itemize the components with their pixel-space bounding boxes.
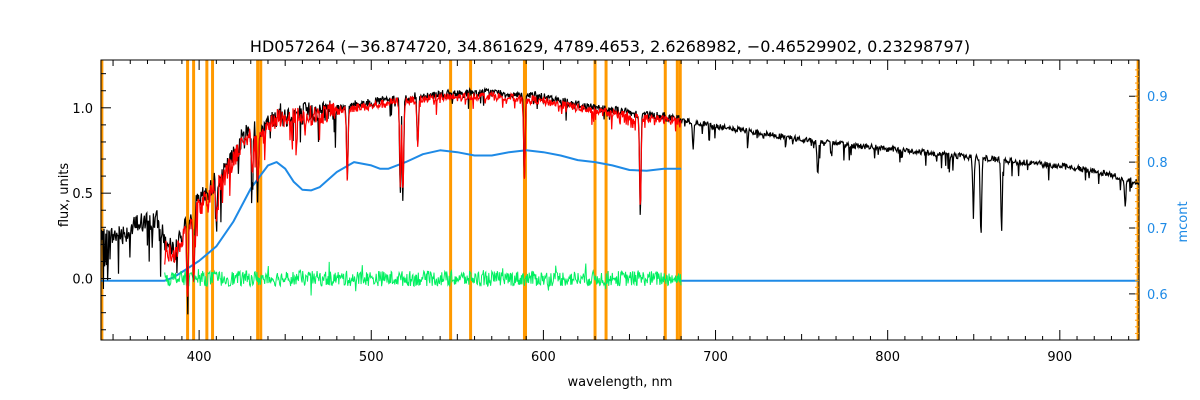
y2-tick-label-1: 0.7 <box>1147 222 1168 237</box>
x-axis-title: wavelength, nm <box>568 375 673 390</box>
residual-series <box>164 261 682 296</box>
continuum-series <box>101 149 1139 282</box>
y2-tick-label-0: 0.6 <box>1147 288 1168 303</box>
x-tick-label-4: 800 <box>875 350 900 365</box>
observed-series <box>100 86 1140 315</box>
chart-title: HD057264 (−36.874720, 34.861629, 4789.46… <box>250 37 970 56</box>
x-tick-label-0: 400 <box>187 350 212 365</box>
model-spectrum-line <box>164 90 682 297</box>
y2-tick-label-2: 0.8 <box>1147 156 1168 171</box>
x-axis: 400 500 600 700 800 900 <box>112 60 1130 365</box>
model-series <box>164 90 682 297</box>
x-tick-label-1: 500 <box>359 350 384 365</box>
y-tick-label-0: 0.0 <box>72 273 93 288</box>
y-axis: 0.0 0.5 1.0 <box>72 73 111 331</box>
plot-frame <box>100 59 1140 341</box>
y-tick-label-2: 1.0 <box>72 102 93 117</box>
x-tick-label-3: 700 <box>703 350 728 365</box>
y2-axis: 0.6 0.7 0.8 0.9 <box>1129 69 1168 334</box>
y2-axis-title: mcont <box>1176 201 1191 242</box>
y-axis-title: flux, units <box>57 163 72 228</box>
x-tick-label-2: 600 <box>531 350 556 365</box>
continuum-line <box>101 149 682 282</box>
x-tick-label-5: 900 <box>1047 350 1072 365</box>
observed-spectrum-line <box>100 86 1140 315</box>
residual-line <box>164 261 682 296</box>
y2-tick-label-3: 0.9 <box>1147 90 1168 105</box>
y-tick-label-1: 0.5 <box>72 187 93 202</box>
